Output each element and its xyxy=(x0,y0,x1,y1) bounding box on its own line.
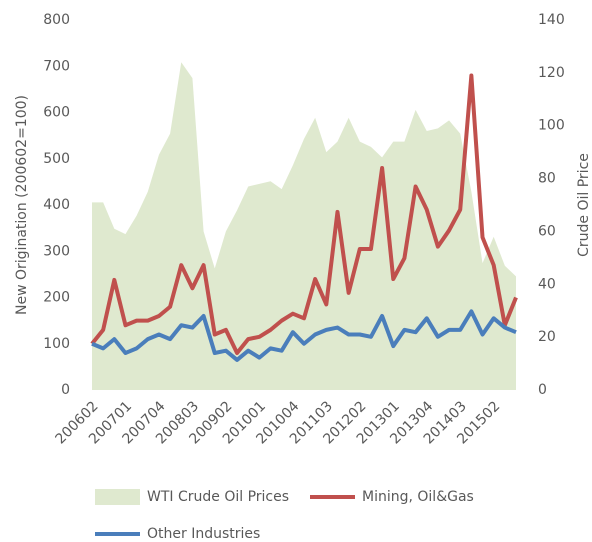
y-tick-label: 500 xyxy=(43,151,70,167)
legend-swatch xyxy=(95,489,140,505)
legend-label: WTI Crude Oil Prices xyxy=(147,489,289,505)
line xyxy=(91,309,517,362)
y2-tick-label: 40 xyxy=(538,276,556,292)
y-tick-label: 800 xyxy=(43,12,70,28)
y2-tick-label: 120 xyxy=(538,65,565,81)
y-tick-label: 300 xyxy=(43,243,70,259)
y2-tick-label: 60 xyxy=(538,223,556,239)
y-tick-label: 200 xyxy=(43,290,70,306)
legend-label: Mining, Oil&Gas xyxy=(362,489,474,505)
y2-tick-label: 80 xyxy=(538,171,556,187)
line xyxy=(90,73,518,355)
y-tick-label: 700 xyxy=(43,58,70,74)
y2-tick-label: 20 xyxy=(538,329,556,345)
y2-tick-label: 100 xyxy=(538,118,565,134)
y-tick-label: 400 xyxy=(43,197,70,213)
y2-axis-title: Crude Oil Price xyxy=(576,153,592,257)
legend-label: Other Industries xyxy=(147,526,260,542)
area xyxy=(92,62,516,391)
y-tick-label: 100 xyxy=(43,336,70,352)
y-axis-title: New Origination (200602=100) xyxy=(14,95,30,315)
y-tick-label: 0 xyxy=(61,382,70,398)
y2-tick-label: 140 xyxy=(538,12,565,28)
y-tick-label: 600 xyxy=(43,105,70,121)
y2-tick-label: 0 xyxy=(538,382,547,398)
